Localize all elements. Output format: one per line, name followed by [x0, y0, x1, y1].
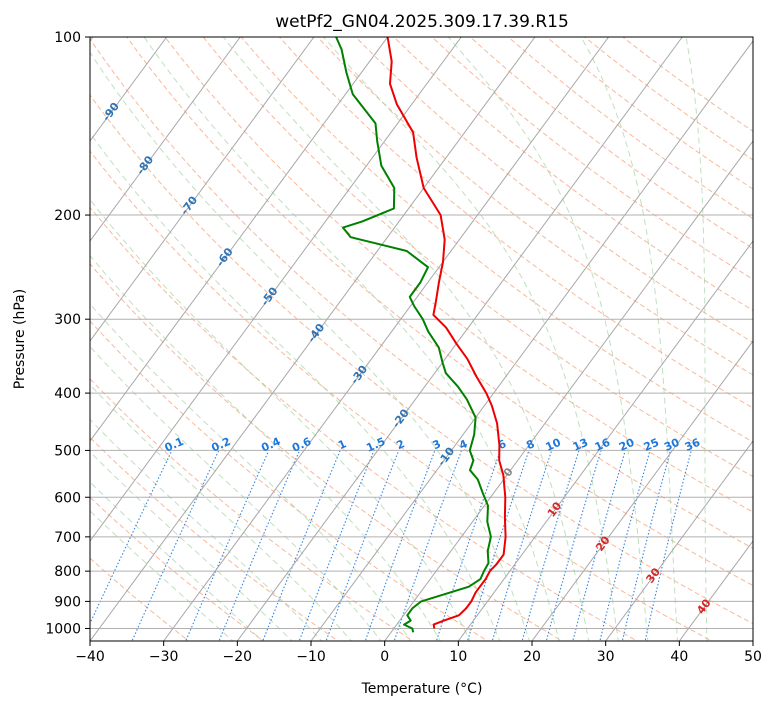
mixing-ratio-line	[325, 450, 400, 641]
chart-title: wetPf2_GN04.2025.309.17.39.R15	[275, 12, 569, 32]
x-tick-label: 50	[744, 649, 762, 665]
isotherm-line	[90, 37, 315, 342]
mixing-ratio-label: 16	[593, 436, 613, 454]
plot-area: -100-90-80-70-60-50-40-30-20-10010203040…	[90, 37, 753, 641]
mixing-ratio-line	[364, 450, 436, 641]
isotherm-line	[384, 140, 753, 641]
isotherm-line	[531, 340, 753, 641]
mixing-ratio-line	[298, 450, 375, 641]
x-tick-label: 40	[670, 649, 688, 665]
mixing-ratio-label: 25	[642, 436, 661, 454]
mixing-ratio-line	[90, 450, 173, 625]
dry-adiabat	[317, 37, 753, 376]
axes: −40 −30 −20 −10 0 10 20 30 40 50 100 200 300 400 500 60…	[45, 30, 762, 665]
x-tick-label: −20	[223, 649, 253, 665]
plot-frame	[89, 36, 754, 642]
moist-adiabat	[90, 418, 323, 641]
mixing-ratio-label: 20	[617, 436, 637, 454]
mixing-ratio-line	[185, 450, 270, 641]
y-tick-label: 200	[54, 208, 81, 224]
isotherm-line	[90, 37, 168, 142]
y-tick-label: 500	[54, 443, 81, 459]
isotherm-line	[163, 37, 610, 641]
isotherm-line	[90, 37, 241, 242]
x-axis-label: Temperature (°C)	[361, 681, 483, 697]
x-tick-label: 10	[449, 649, 467, 665]
mixing-ratio-label: 36	[683, 436, 703, 454]
dry-adiabat	[126, 37, 753, 549]
dry-adiabat	[393, 37, 753, 312]
y-tick-label: 900	[54, 594, 81, 610]
mixing-ratio-label: 13	[571, 436, 590, 454]
isotherm-line	[457, 240, 753, 641]
dry-adiabat	[240, 37, 753, 443]
x-tick-label: 30	[597, 649, 615, 665]
isotherm-line	[310, 40, 753, 641]
y-tick-label: 800	[54, 564, 81, 580]
y-tick-label: 600	[54, 490, 81, 506]
x-tick-label: 20	[523, 649, 541, 665]
mixing-ratio-line	[644, 450, 692, 641]
x-tick-label: −30	[149, 649, 179, 665]
mixing-ratio-line	[131, 450, 220, 641]
mixing-ratio-line	[491, 450, 553, 641]
dewpoint-profile-line	[335, 37, 492, 633]
isotherm-line	[605, 440, 753, 641]
dry-adiabat	[90, 38, 753, 587]
y-tick-label: 100	[54, 30, 81, 46]
mixing-ratio-line	[435, 450, 501, 641]
moist-adiabat	[90, 384, 352, 641]
y-tick-label: 700	[54, 530, 81, 546]
dry-adiabat	[202, 37, 753, 478]
x-tick-label: −10	[296, 649, 326, 665]
mixing-ratio-line	[521, 450, 580, 641]
mixing-ratio-line	[393, 450, 463, 641]
mixing-ratio-line	[599, 450, 651, 641]
y-axis-label: Pressure (hPa)	[12, 289, 28, 389]
mixing-ratio-line	[545, 450, 602, 641]
isotherm-line	[90, 37, 536, 641]
y-tick-label: 300	[54, 312, 81, 328]
temperature-profile-line	[386, 37, 507, 629]
dry-adiabat	[355, 37, 753, 343]
mixing-ratio-line	[621, 450, 672, 641]
isotherm-line	[236, 37, 683, 641]
mixing-ratio-label: 10	[544, 436, 564, 454]
x-tick-label: −40	[75, 649, 105, 665]
mixing-ratio-label: 30	[662, 436, 682, 454]
mixing-ratio-line	[572, 450, 626, 641]
mixing-ratio-line	[218, 450, 301, 641]
isotherm-line	[90, 37, 389, 442]
y-tick-label: 400	[54, 386, 81, 402]
x-tick-label: 0	[380, 649, 389, 665]
y-tick-label: 1000	[45, 621, 81, 637]
